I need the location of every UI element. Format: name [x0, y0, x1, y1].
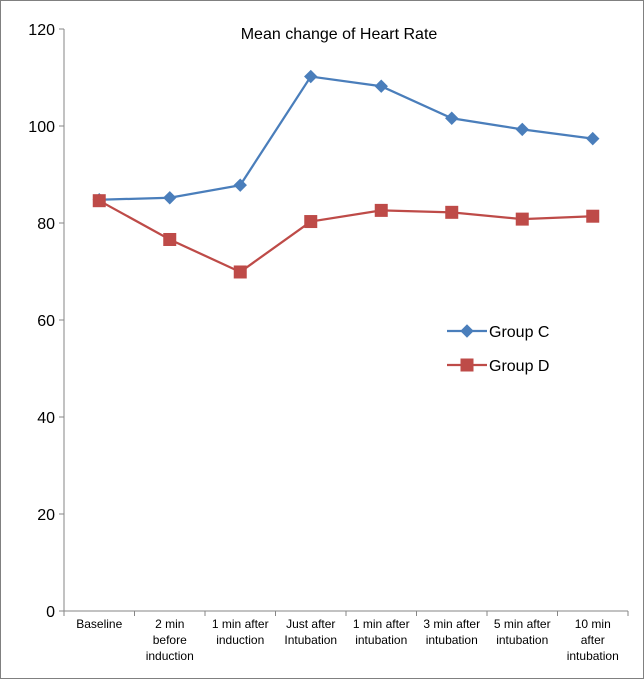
y-tick-label: 20	[37, 507, 55, 524]
data-point	[586, 209, 600, 223]
data-point	[374, 79, 388, 93]
data-point	[163, 191, 177, 205]
x-tick-label: 5 min after intubation	[494, 617, 551, 647]
y-tick-label: 100	[28, 119, 55, 136]
data-point	[163, 232, 177, 246]
legend-label: Group C	[489, 324, 549, 341]
legend: Group C Group D	[447, 324, 549, 375]
data-point	[92, 194, 106, 208]
series-line	[99, 75, 593, 201]
y-axis-ticks: 0 20 40 60 80 100 120	[28, 22, 64, 621]
series-group-c	[92, 69, 600, 207]
chart-title: Mean change of Heart Rate	[241, 26, 438, 43]
axes	[63, 29, 628, 612]
x-tick-label: 1 min after intubation	[353, 617, 410, 647]
legend-marker	[460, 324, 474, 338]
data-point	[304, 215, 318, 229]
x-axis-ticks: Baseline 2 min before induction 1 min after i…	[63, 611, 629, 663]
y-tick-label: 120	[28, 22, 55, 39]
x-tick-label: Baseline	[76, 617, 122, 631]
data-point	[515, 122, 529, 137]
legend-marker	[460, 358, 474, 372]
data-point	[233, 178, 247, 192]
x-tick-label: 3 min after intubation	[423, 617, 480, 647]
data-point	[586, 131, 600, 146]
x-tick-label: 2 min before induction	[146, 617, 194, 663]
series-layer	[92, 69, 600, 279]
series-group-d	[92, 194, 600, 279]
y-tick-label: 40	[37, 410, 55, 427]
data-point	[515, 212, 529, 226]
y-tick-label: 60	[37, 313, 55, 330]
data-point	[445, 111, 459, 125]
x-tick-label: 1 min after induction	[212, 617, 269, 647]
data-point	[304, 69, 318, 84]
data-point	[374, 203, 388, 217]
legend-label: Group D	[489, 358, 549, 375]
series-line	[98, 199, 593, 274]
legend-item: Group D	[447, 358, 549, 375]
legend-item: Group C	[447, 324, 549, 341]
y-tick-label: 0	[46, 604, 55, 621]
data-point	[233, 265, 247, 279]
x-tick-label: Just after Intubation	[284, 617, 337, 647]
x-tick-label: 10 min after intubation	[567, 617, 619, 663]
y-tick-label: 80	[37, 216, 55, 233]
data-point	[445, 205, 459, 219]
